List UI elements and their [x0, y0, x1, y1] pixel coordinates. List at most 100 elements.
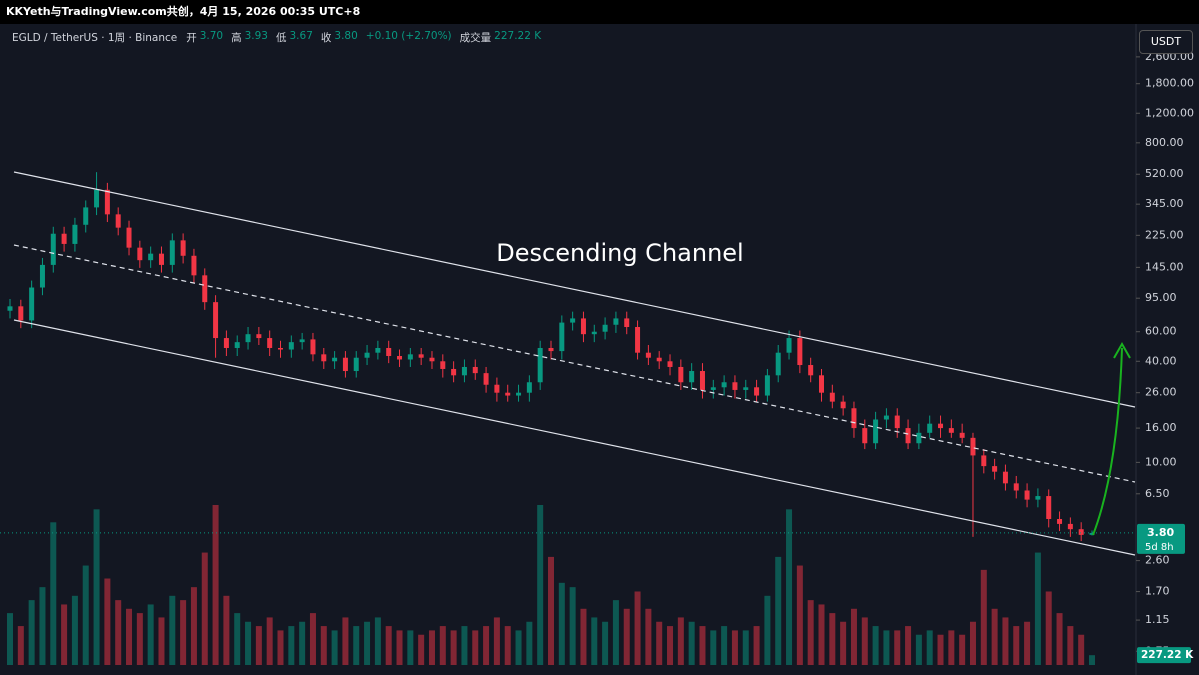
candle-body [970, 437, 976, 456]
candle-body [191, 255, 197, 276]
volume-bar [28, 600, 35, 665]
candle-body [267, 338, 273, 348]
volume-bar [342, 617, 349, 665]
volume-bar [526, 621, 533, 665]
volume-bar [980, 569, 987, 665]
candle-body [7, 306, 13, 311]
y-tick-label: 95.00 [1145, 291, 1177, 304]
volume-bar [602, 621, 609, 665]
y-tick-label: 6.50 [1145, 487, 1170, 500]
candle-body [624, 318, 630, 328]
candle-body [645, 352, 651, 358]
candle-body [451, 368, 457, 376]
candle-body [29, 287, 35, 321]
legend-value: 227.22 K [494, 30, 542, 42]
candle-body [602, 324, 608, 332]
volume-bar [39, 587, 46, 665]
candle-body [1035, 496, 1041, 500]
candle-body [613, 318, 619, 325]
y-tick-label: 225.00 [1145, 228, 1184, 241]
candle-body [223, 338, 229, 348]
candle-body [1067, 523, 1073, 530]
volume-bar [894, 630, 901, 665]
volume-bar [677, 617, 684, 665]
volume-bar [472, 630, 479, 665]
volume-bar [591, 617, 598, 665]
volume-bar [905, 626, 912, 665]
candle-body [50, 233, 56, 265]
candle-body [754, 387, 760, 396]
volume-bar [126, 608, 133, 665]
volume-bar [699, 626, 706, 665]
channel-upper [13, 171, 1136, 408]
y-tick-label: 1,800.00 [1145, 77, 1194, 90]
candle-body [699, 371, 705, 390]
volume-bar [385, 626, 392, 665]
volume-bar [61, 604, 68, 665]
y-tick-label: 40.00 [1145, 354, 1177, 367]
volume-bar [201, 552, 208, 665]
volume-bar [937, 634, 944, 665]
candle-body [689, 371, 695, 383]
legend-symbol: EGLD / TetherUS · 1周 · Binance [12, 32, 178, 44]
volume-bar [104, 578, 111, 665]
volume-bar [71, 595, 78, 665]
candle-body [764, 375, 770, 396]
legend-label: 开 [186, 32, 197, 44]
volume-bar [331, 630, 338, 665]
y-tick-label: 520.00 [1145, 167, 1184, 180]
legend-value: 3.80 [334, 30, 358, 42]
volume-bar [418, 634, 425, 665]
y-tick-label: 16.00 [1145, 421, 1177, 434]
candle-body [1046, 496, 1052, 519]
candle-body [516, 392, 522, 396]
candle-body [938, 423, 944, 429]
candle-body [829, 392, 835, 402]
candle-body [245, 334, 251, 343]
currency-button[interactable]: USDT [1139, 30, 1193, 54]
candle-body [375, 347, 381, 353]
candle-body [710, 387, 716, 390]
volume-bar [915, 634, 922, 665]
volume-bar [612, 600, 619, 665]
volume-bar [374, 617, 381, 665]
candle-body [353, 357, 359, 372]
volume-bar [775, 556, 782, 665]
volume-bar [558, 582, 565, 665]
candle-body [126, 227, 132, 248]
volume-bar [353, 626, 360, 665]
volume-bar [1002, 617, 1009, 665]
candle-body [299, 339, 305, 343]
volume-bar [190, 587, 197, 665]
candle-body [288, 342, 294, 350]
y-tick-label: 10.00 [1145, 455, 1177, 468]
y-tick-label: 1.15 [1145, 613, 1170, 626]
volume-bar [872, 626, 879, 665]
volume-bar [1024, 621, 1031, 665]
candle-body [981, 455, 987, 467]
candle-body [1057, 518, 1063, 524]
candle-body [548, 347, 554, 352]
candle-body [873, 419, 879, 444]
volume-bar [548, 556, 554, 665]
volume-tag-value: 227.22 K [1141, 649, 1194, 661]
candle-body [321, 354, 327, 362]
volume-bar [169, 595, 176, 665]
volume-bar [234, 613, 241, 665]
y-tick-label: 2.60 [1145, 554, 1170, 567]
volume-bar [1013, 626, 1020, 665]
volume-bar [764, 595, 771, 665]
candle-body [115, 214, 121, 228]
y-tick-label: 345.00 [1145, 197, 1184, 210]
volume-bar [721, 626, 728, 665]
volume-bar [656, 621, 663, 665]
candle-body [256, 334, 262, 339]
candle-body [494, 384, 500, 393]
volume-bar [926, 630, 933, 665]
candle-body [407, 354, 413, 360]
volume-bar [515, 630, 522, 665]
candle-body [775, 352, 781, 376]
channel-middle [13, 244, 1136, 483]
candle-body [916, 432, 922, 444]
volume-bar [537, 505, 544, 665]
